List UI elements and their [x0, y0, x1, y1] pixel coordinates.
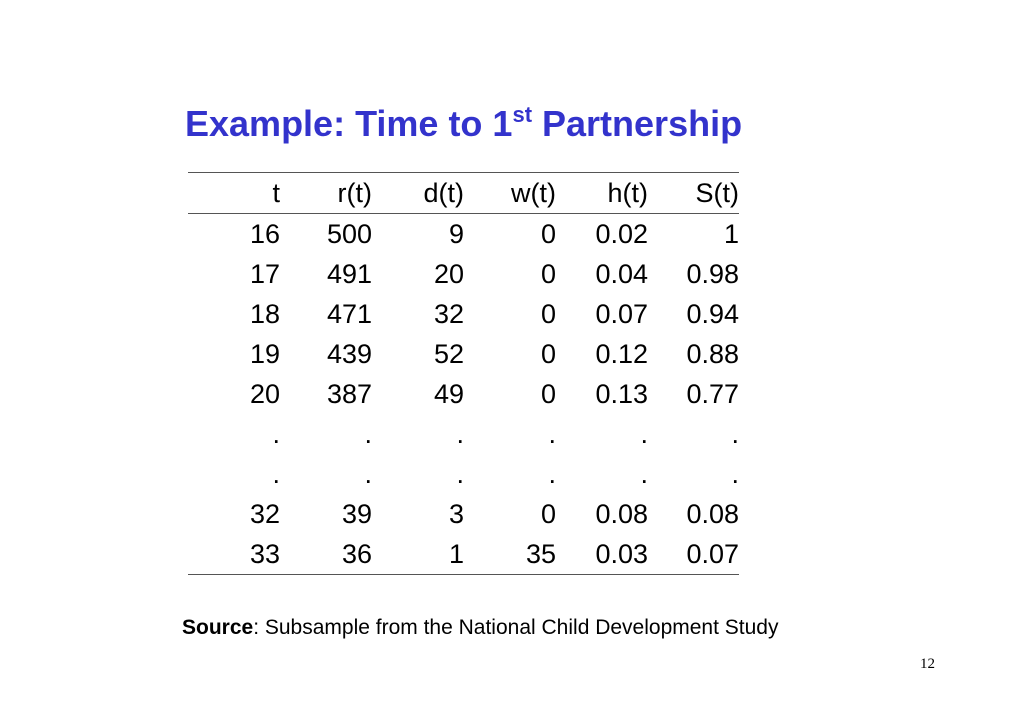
cell: 0.88 [686, 339, 739, 369]
cell: 0.07 [595, 299, 648, 329]
title-superscript: st [512, 102, 533, 127]
title-end: Partnership [532, 103, 743, 144]
cell: 20 [249, 379, 280, 409]
table-row: 19 439 52 0 0.12 0.88 [188, 334, 739, 374]
cell: 0.08 [595, 499, 648, 529]
cell: . [272, 419, 280, 449]
cell: 9 [448, 219, 464, 249]
cell: 0.04 [595, 259, 648, 289]
cell: 52 [433, 339, 464, 369]
cell: 0.03 [595, 539, 648, 569]
cell: 19 [249, 339, 280, 369]
cell: 0.13 [595, 379, 648, 409]
cell: . [640, 459, 648, 489]
cell: 0 [540, 219, 556, 249]
cell: 20 [433, 259, 464, 289]
cell: . [272, 459, 280, 489]
cell: 0.94 [686, 299, 739, 329]
cell: 0.07 [686, 539, 739, 569]
cell: 36 [341, 539, 372, 569]
page-number: 12 [920, 656, 935, 672]
table-body: 16 500 9 0 0.02 1 17 491 20 0 0.04 0.98 … [188, 214, 739, 575]
cell: 32 [249, 499, 280, 529]
cell: 0 [540, 379, 556, 409]
header-d: d(t) [423, 178, 465, 208]
cell: 3 [448, 499, 464, 529]
header-r: r(t) [337, 178, 372, 208]
table-row: 32 39 3 0 0.08 0.08 [188, 494, 739, 534]
cell: 500 [326, 219, 372, 249]
table-row: 17 491 20 0 0.04 0.98 [188, 254, 739, 294]
life-table-grid: t r(t) d(t) w(t) h(t) S(t) 16 500 9 0 0.… [188, 172, 739, 575]
cell: 18 [249, 299, 280, 329]
source-text: : Subsample from the National Child Deve… [253, 616, 779, 639]
cell: 0.77 [686, 379, 739, 409]
source-note: Source: Subsample from the National Chil… [182, 614, 778, 642]
cell: 17 [249, 259, 280, 289]
cell: . [364, 419, 372, 449]
table-row: 33 36 1 35 0.03 0.07 [188, 534, 739, 575]
cell: 439 [326, 339, 372, 369]
cell: . [731, 419, 739, 449]
cell: . [731, 459, 739, 489]
cell: . [640, 419, 648, 449]
cell: 32 [433, 299, 464, 329]
cell: 1 [448, 539, 464, 569]
cell: 471 [326, 299, 372, 329]
cell: 0 [540, 339, 556, 369]
cell: 0.02 [595, 219, 648, 249]
cell: 0.12 [595, 339, 648, 369]
cell: 0 [540, 499, 556, 529]
cell: 0 [540, 299, 556, 329]
table-row: 16 500 9 0 0.02 1 [188, 214, 739, 255]
cell: 1 [723, 219, 739, 249]
cell: . [548, 419, 556, 449]
table-row: 18 471 32 0 0.07 0.94 [188, 294, 739, 334]
header-h: h(t) [607, 178, 649, 208]
cell: 0.98 [686, 259, 739, 289]
cell: 387 [326, 379, 372, 409]
header-s: S(t) [695, 178, 740, 208]
cell: 0 [540, 259, 556, 289]
table-header-row: t r(t) d(t) w(t) h(t) S(t) [188, 172, 740, 214]
table-row-ellipsis: . . . . . . [188, 454, 739, 494]
header-w: w(t) [511, 178, 556, 208]
cell: 39 [341, 499, 372, 529]
table-row: 20 387 49 0 0.13 0.77 [188, 374, 739, 414]
cell: . [364, 459, 372, 489]
header-t: t [272, 178, 280, 208]
life-table: t r(t) d(t) w(t) h(t) S(t) 16 500 9 0 0.… [188, 172, 739, 575]
cell: 49 [433, 379, 464, 409]
cell: 35 [525, 539, 556, 569]
cell: . [456, 459, 464, 489]
title-main: Example: Time to 1 [185, 103, 513, 144]
cell: . [548, 459, 556, 489]
source-label: Source [182, 616, 254, 639]
cell: 491 [326, 259, 372, 289]
cell: 16 [249, 219, 280, 249]
cell: 0.08 [686, 499, 739, 529]
slide-title: Example: Time to 1st Partnership [185, 100, 742, 148]
table-row-ellipsis: . . . . . . [188, 414, 739, 454]
cell: . [456, 419, 464, 449]
cell: 33 [249, 539, 280, 569]
